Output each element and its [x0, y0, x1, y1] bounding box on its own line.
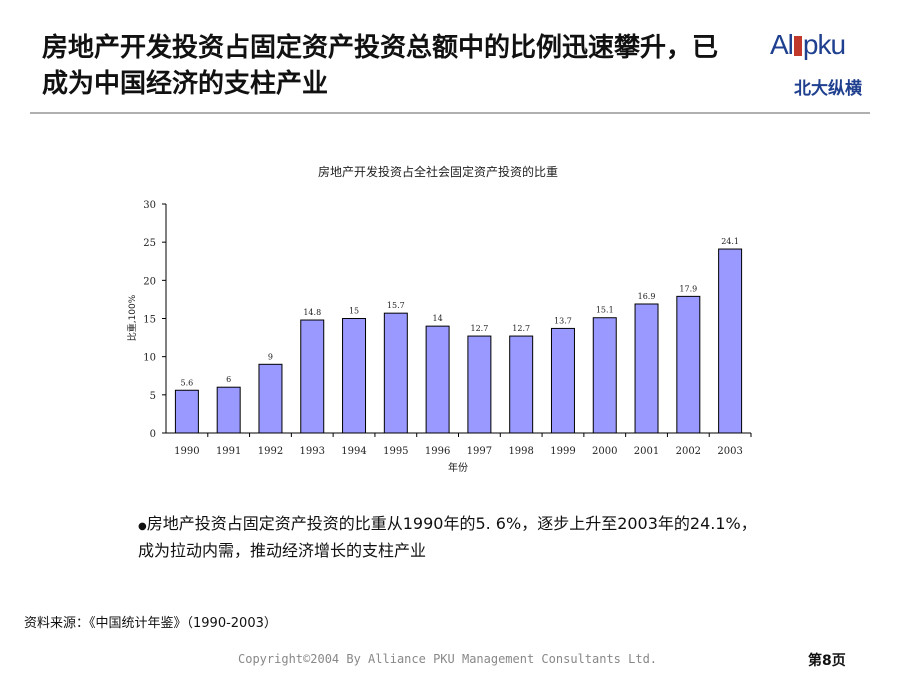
data-label: 12.7 [470, 324, 488, 333]
y-tick-label: 0 [150, 429, 156, 440]
data-label: 12.7 [512, 324, 530, 333]
bullet-point: ●房地产投资占固定资产投资的比重从1990年的5. 6%，逐步上升至2003年的… [138, 512, 758, 563]
copyright-text: Copyright©2004 By Alliance PKU Managemen… [238, 652, 658, 666]
data-source-note: 资料来源：《中国统计年鉴》（1990-2003） [24, 616, 277, 631]
bar [550, 327, 575, 434]
x-tick-label: 1990 [174, 446, 199, 457]
bullet-text: 房地产投资占固定资产投资的比重从1990年的5. 6%，逐步上升至2003年的2… [138, 514, 757, 560]
data-label: 9 [268, 352, 273, 361]
data-label: 15.1 [596, 306, 614, 315]
data-label: 15.7 [387, 301, 405, 310]
bullet-marker: ● [138, 521, 147, 532]
x-tick-label: 1997 [467, 446, 492, 457]
bar-chart: 房地产开发投资占全社会固定资产投资的比重 0 5 10 15 20 25 30 5.6 1990… [126, 164, 752, 474]
page-number: 第8页 [808, 653, 846, 669]
bar [383, 312, 408, 434]
bar [258, 363, 283, 434]
company-logo: Al pku 北大纵横 [770, 30, 870, 100]
data-label: 14 [433, 314, 443, 323]
x-tick-label: 1995 [383, 446, 408, 457]
bar [174, 389, 199, 434]
x-tick-label: 1996 [425, 446, 450, 457]
x-tick-label: 1994 [341, 446, 366, 457]
data-label: 16.9 [638, 292, 656, 301]
y-tick-label: 20 [143, 276, 156, 287]
y-tick-label: 10 [143, 353, 156, 364]
page-title: 房地产开发投资占固定资产投资总额中的比例迅速攀升，已成为中国经济的支柱产业 [42, 33, 719, 99]
bar [634, 303, 659, 434]
bar [216, 386, 241, 434]
data-label: 17.9 [679, 284, 697, 293]
logo-accent-bar [793, 36, 802, 56]
x-tick-label: 2001 [634, 446, 659, 457]
bar [342, 318, 367, 434]
x-tick-label: 1999 [550, 446, 575, 457]
logo-text-right: pku [802, 29, 846, 60]
x-tick-label: 2003 [717, 446, 742, 457]
data-label: 6 [226, 375, 231, 384]
x-tick-label: 2000 [592, 446, 617, 457]
y-axis-label: 比重,100% [126, 294, 138, 341]
y-tick-label: 15 [143, 315, 156, 326]
logo-text-left: Al [770, 29, 794, 60]
data-label: 5.6 [181, 378, 194, 387]
data-label: 14.8 [303, 308, 321, 317]
data-label: 24.1 [721, 237, 739, 246]
data-label: 15 [349, 307, 359, 316]
chart-title: 房地产开发投资占全社会固定资产投资的比重 [318, 164, 558, 179]
bar [676, 295, 701, 434]
bar [592, 317, 617, 434]
x-tick-label: 1991 [216, 446, 241, 457]
bar [425, 325, 450, 434]
x-axis-label: 年份 [448, 461, 468, 474]
bar [718, 248, 743, 434]
logo-wordmark: Al pku [770, 30, 870, 60]
x-tick-label: 1992 [258, 446, 283, 457]
header-divider [30, 112, 870, 114]
bar [300, 319, 325, 434]
data-label: 13.7 [554, 316, 572, 325]
y-tick-label: 5 [150, 391, 156, 402]
bar [509, 335, 534, 434]
x-tick-label: 1998 [508, 446, 533, 457]
x-tick-label: 1993 [300, 446, 325, 457]
x-tick-label: 2002 [676, 446, 701, 457]
bar [467, 335, 492, 434]
plot-area: 0 5 10 15 20 25 30 5.6 1990 6 1991 9 1992 14.8 1993 15 1… [143, 200, 752, 457]
y-tick-label: 30 [143, 200, 156, 211]
logo-subtitle: 北大纵横 [794, 79, 862, 99]
y-tick-label: 25 [143, 238, 156, 249]
